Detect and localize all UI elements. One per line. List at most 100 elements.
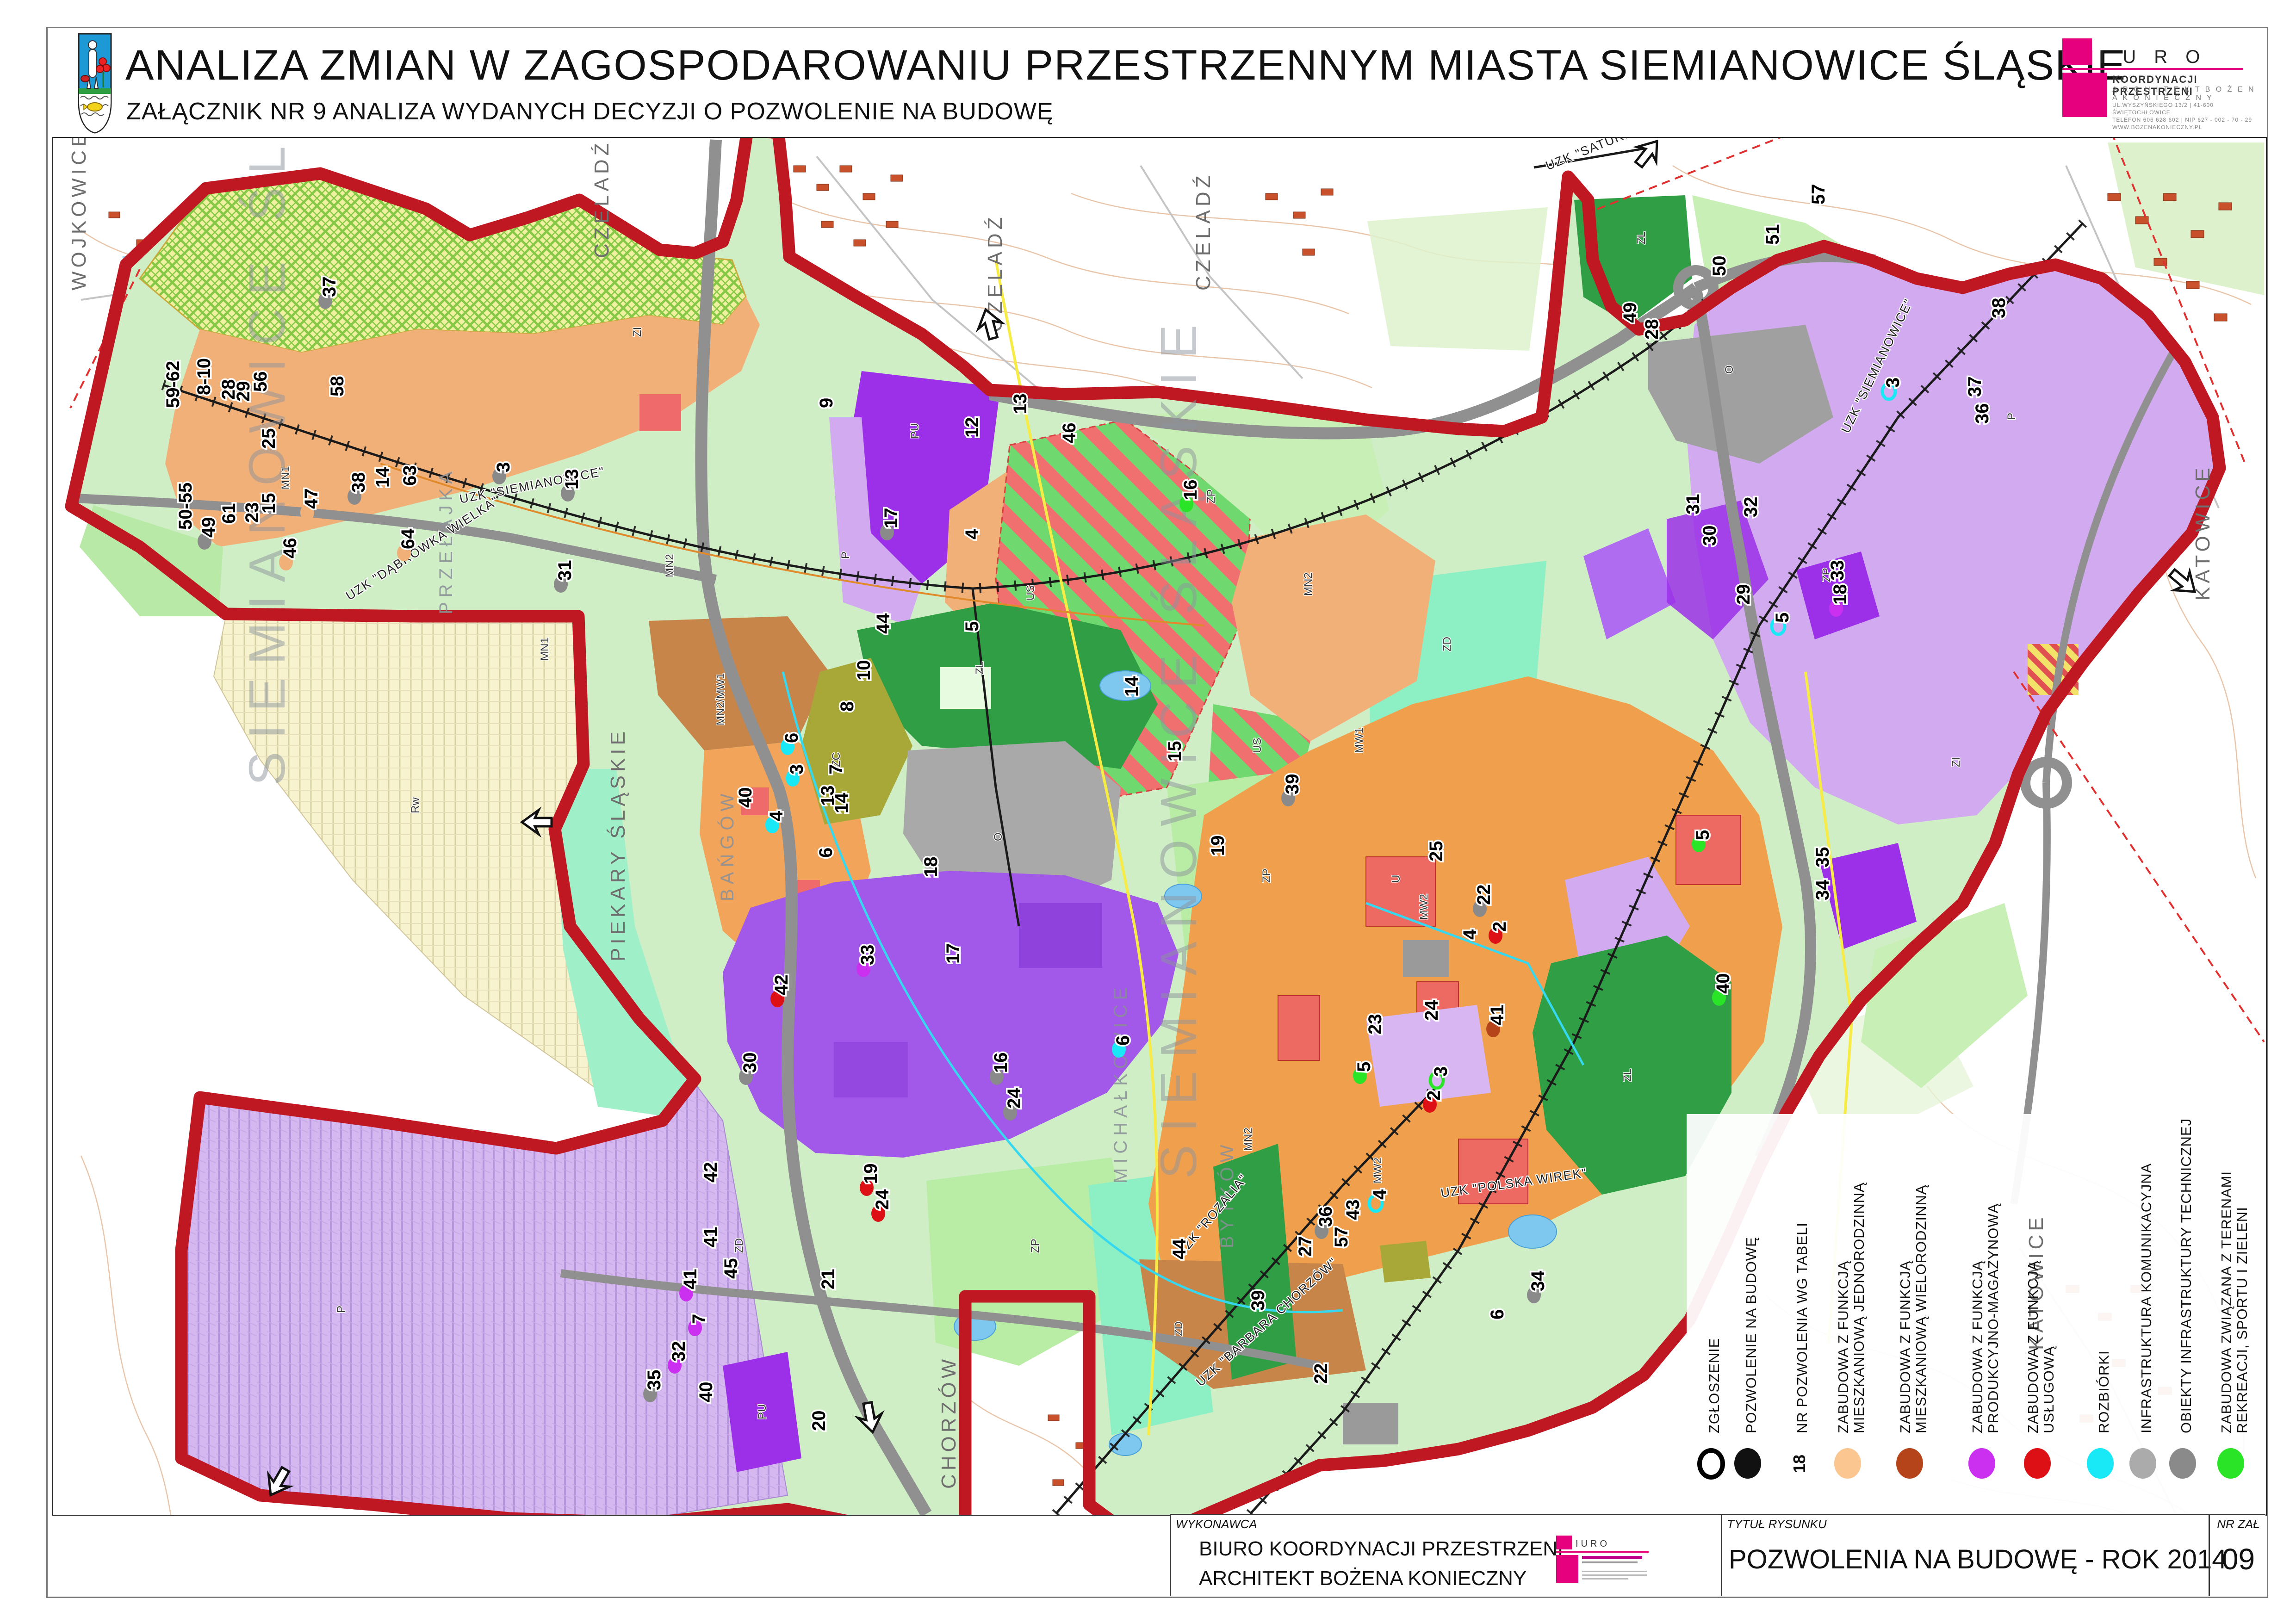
permit-marker: 13 xyxy=(1009,392,1032,416)
zone-code-label: O xyxy=(1723,365,1736,374)
permit-number: 3 xyxy=(1431,1066,1451,1077)
permit-marker: 38 xyxy=(347,471,371,505)
direction-arrow-icon xyxy=(1632,139,1658,169)
permit-marker: 7 xyxy=(825,762,848,776)
permit-number: 35 xyxy=(644,1370,664,1391)
permit-number: 34 xyxy=(1812,880,1833,900)
zone-code-label: ZL xyxy=(1621,1069,1634,1082)
permit-marker: 23 xyxy=(1364,1012,1387,1036)
district-label: BAŃGÓW xyxy=(717,789,738,901)
permit-marker: 29 xyxy=(1732,582,1756,607)
permit-number: 13 xyxy=(562,469,582,490)
permit-number: 5 xyxy=(1772,613,1793,623)
permit-dot xyxy=(397,545,411,561)
permit-number: 38 xyxy=(348,472,369,493)
permit-marker: 38 xyxy=(1987,296,2011,320)
direction-arrow-icon xyxy=(520,806,553,838)
permit-marker: 9 xyxy=(815,396,838,409)
permit-number: 42 xyxy=(771,975,792,996)
permit-number: 46 xyxy=(1059,423,1080,444)
permit-number: 32 xyxy=(669,1341,689,1362)
permit-dot xyxy=(1712,989,1726,1006)
permit-marker: 27 xyxy=(1294,1234,1317,1258)
permit-number: 59-62 xyxy=(163,361,183,408)
permit-number: 19 xyxy=(1208,836,1228,856)
zone-code-label: O xyxy=(992,832,1005,841)
permit-marker: 19 xyxy=(859,1162,883,1196)
zone-code-label: P xyxy=(2005,413,2018,420)
permit-dot xyxy=(871,1205,885,1222)
permit-number: 7 xyxy=(826,764,846,774)
permit-marker: 34 xyxy=(1811,878,1835,902)
permit-number: 42 xyxy=(701,1162,721,1183)
permit-marker: 25 xyxy=(1425,839,1448,863)
permit-marker: 2 xyxy=(1488,920,1512,944)
permit-number: 36 xyxy=(1316,1207,1336,1227)
permit-dot xyxy=(1353,1067,1367,1084)
wykonawca-line1: BIURO KOORDYNACJI PRZESTRZENI xyxy=(1199,1537,1564,1560)
permit-marker: 5 xyxy=(1691,828,1715,852)
permit-number: 50 xyxy=(1709,256,1730,277)
permit-number: 39 xyxy=(1282,774,1303,795)
permit-number: 12 xyxy=(962,417,982,438)
permit-marker: 28 xyxy=(217,378,241,402)
permit-dot xyxy=(1112,1041,1126,1058)
permit-number: 46 xyxy=(280,538,300,559)
permit-number: 35 xyxy=(1812,847,1833,868)
permit-marker: 40 xyxy=(1712,972,1735,1006)
page-title: ANALIZA ZMIAN W ZAGOSPODAROWANIU PRZESTR… xyxy=(125,42,2127,89)
zone-code-label: PU xyxy=(909,423,921,439)
permit-marker: 36 xyxy=(1971,402,1994,426)
permit-marker: 7 xyxy=(688,1312,711,1336)
wykonawca-label: WYKONAWCA xyxy=(1176,1517,1257,1531)
zone-code-label: ZP xyxy=(1205,489,1217,503)
zone-code-label: P xyxy=(335,1306,348,1313)
permit-number: 47 xyxy=(301,489,322,509)
zone-code-label: MN2 xyxy=(1242,1127,1254,1151)
permit-dot xyxy=(1829,600,1843,617)
permit-marker: 4 xyxy=(1367,1188,1392,1213)
permit-number: 23 xyxy=(242,502,262,523)
permit-number: 18 xyxy=(1830,584,1850,605)
zoning-map: SIEMIANOWICE ŚLĄSKIE SIEMIANOWICE ŚLĄSKIE… xyxy=(53,138,2266,1515)
permit-number: 31 xyxy=(1683,494,1703,515)
permit-number: 17 xyxy=(881,508,901,529)
permit-number: 3 xyxy=(493,462,514,472)
permit-number: 24 xyxy=(872,1189,893,1210)
permit-number: 3 xyxy=(1883,378,1903,388)
permit-number: 5 xyxy=(1693,830,1713,840)
permit-number: 5 xyxy=(1354,1062,1374,1072)
permit-dot xyxy=(326,392,340,409)
iuro-logo: I U R O KOORDYNACJI PRZESTRZENI A R C H … xyxy=(2060,37,2259,130)
permit-number: 27 xyxy=(1295,1236,1316,1257)
watermark-layer: SIEMIANOWICE ŚLĄSKIE SIEMIANOWICE ŚLĄSKIE xyxy=(239,138,1207,1179)
permit-number: 6 xyxy=(1487,1309,1508,1319)
permit-number: 57 xyxy=(1331,1227,1352,1248)
permit-number: 49 xyxy=(199,517,219,538)
permit-number: 23 xyxy=(1365,1014,1385,1035)
footer-logo: IURO xyxy=(1556,1536,1649,1583)
permit-number: 33 xyxy=(1827,560,1848,581)
district-label: MICHAŁKOWICE xyxy=(1111,983,1131,1183)
permit-marker: 32 xyxy=(1739,495,1763,519)
permit-dot xyxy=(399,481,413,498)
permit-number: 19 xyxy=(861,1164,881,1184)
logo-square-icon xyxy=(2062,73,2107,117)
permit-marker: 15 xyxy=(257,491,281,515)
permit-marker: 3 xyxy=(1880,376,1905,401)
permit-marker: 2 xyxy=(1422,1089,1446,1113)
permit-number: 10 xyxy=(854,660,874,681)
permit-dot xyxy=(990,1068,1004,1085)
permit-number: 31 xyxy=(555,560,575,581)
permit-marker: 17 xyxy=(880,506,903,540)
permit-number: 13 xyxy=(1010,394,1030,415)
zone-code-label: ZI xyxy=(1950,757,1962,767)
permit-marker: 28 xyxy=(1640,317,1664,341)
logo-square-icon xyxy=(2062,38,2092,65)
zone-code-label: US xyxy=(1251,738,1264,753)
permit-number: 28 xyxy=(1642,319,1662,340)
permit-number: 6 xyxy=(782,733,802,743)
permit-number: 33 xyxy=(857,945,878,966)
tytul-label: TYTUŁ RYSUNKU xyxy=(1727,1517,1827,1531)
permit-marker: 41 xyxy=(699,1225,723,1249)
